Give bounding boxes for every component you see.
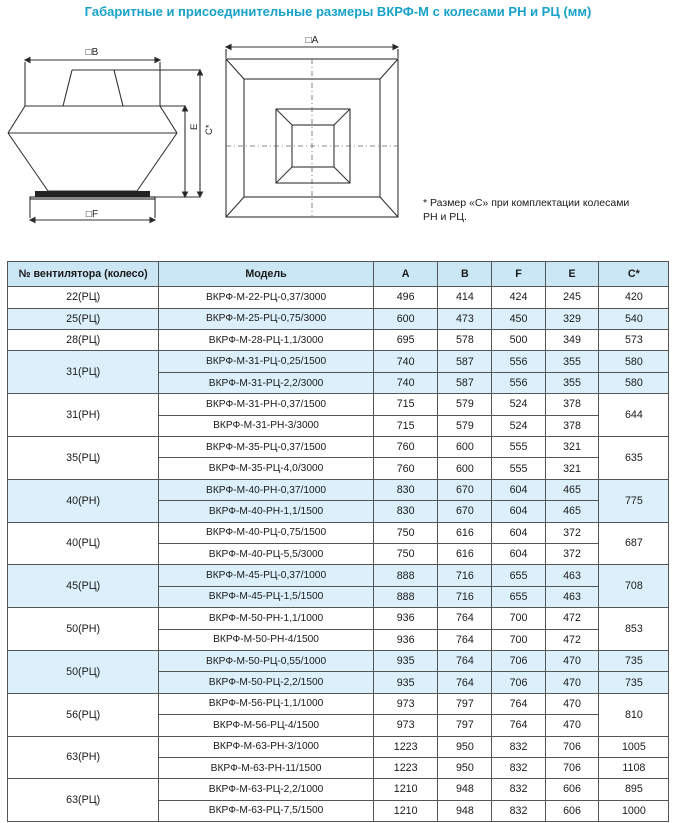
svg-text:□B: □B: [86, 47, 99, 58]
svg-text:□F: □F: [86, 209, 98, 220]
svg-text:□A: □A: [306, 35, 319, 46]
